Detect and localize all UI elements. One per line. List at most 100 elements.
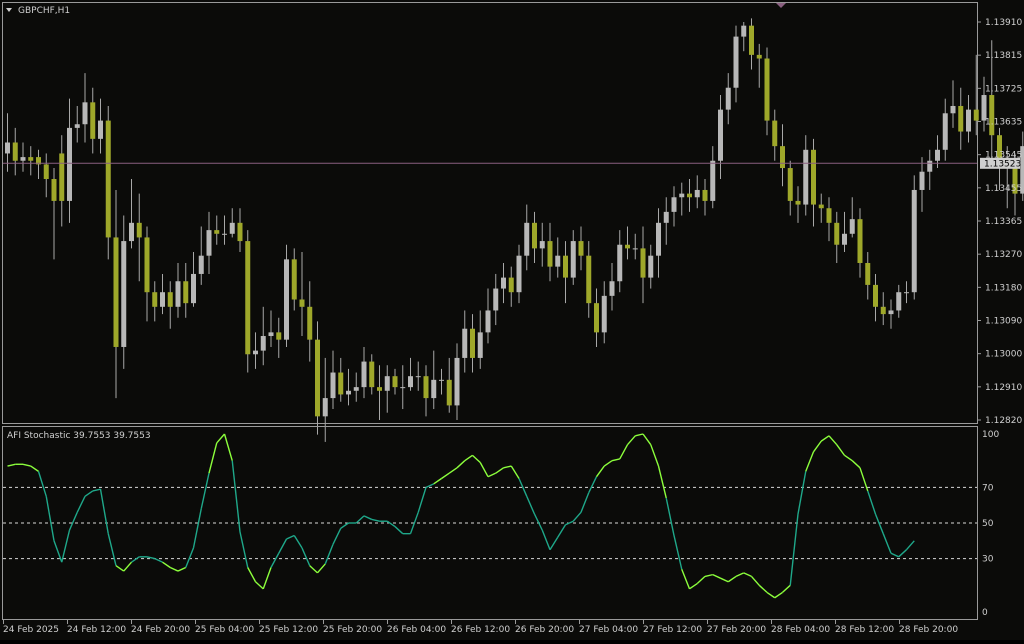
price-tick-label: 1.13725: [985, 84, 1022, 94]
candle-body: [493, 289, 498, 311]
candle-body: [796, 201, 801, 205]
candle-body: [842, 234, 847, 245]
candle-body: [168, 292, 173, 307]
candle-body: [610, 281, 615, 296]
candle-body: [346, 391, 351, 395]
indicator-title-label: AFI Stochastic 39.7553 39.7553: [7, 431, 151, 441]
candle-body: [44, 164, 49, 179]
price-tick-label: 1.12820: [985, 416, 1022, 426]
time-tick-label: 27 Feb 20:00: [707, 625, 766, 635]
candle-body: [478, 332, 483, 358]
candle-body: [238, 223, 243, 241]
candle-body: [145, 237, 150, 292]
time-tick-label: 26 Feb 12:00: [451, 625, 510, 635]
candle-body: [850, 219, 855, 234]
candle-body: [718, 110, 723, 161]
candle-body: [532, 223, 537, 249]
candle-body: [881, 307, 886, 314]
candle: [245, 230, 250, 372]
candle-body: [214, 230, 219, 234]
time-tick-label: 27 Feb 04:00: [579, 625, 638, 635]
candle-body: [447, 380, 452, 406]
symbol-timeframe-label: GBPCHF,H1: [18, 6, 70, 16]
candle-body: [989, 95, 994, 135]
candle-body: [5, 142, 10, 153]
indicator-tick-label: 70: [982, 483, 994, 493]
candle-body: [648, 256, 653, 278]
candle-body: [323, 398, 328, 416]
candle-body: [98, 121, 103, 139]
candle-body: [137, 223, 142, 238]
price-tick-label: 1.13270: [985, 250, 1022, 260]
time-tick-label: 24 Feb 12:00: [67, 625, 126, 635]
candle-body: [245, 241, 250, 354]
price-tick-label: 1.12910: [985, 383, 1022, 393]
candle-body: [129, 223, 134, 241]
candle-body: [408, 376, 413, 387]
candle-body: [59, 153, 64, 200]
time-tick-label: 27 Feb 12:00: [643, 625, 702, 635]
time-tick-label: 25 Feb 20:00: [323, 625, 382, 635]
candle-body: [834, 223, 839, 245]
candle-body: [284, 259, 289, 339]
candle-body: [331, 373, 336, 399]
candle-body: [819, 205, 824, 209]
candle-body: [602, 296, 607, 333]
time-tick-label: 25 Feb 12:00: [259, 625, 318, 635]
candle-body: [672, 197, 677, 212]
candle-body: [439, 380, 444, 381]
candle-body: [455, 358, 460, 405]
candle-body: [633, 248, 638, 249]
candle-body: [664, 212, 669, 223]
candle-body: [641, 248, 646, 277]
candle-body: [253, 351, 258, 355]
candle-body: [199, 256, 204, 274]
candle-body: [858, 219, 863, 263]
time-tick-label: 26 Feb 04:00: [387, 625, 446, 635]
time-tick-label: 28 Feb 20:00: [899, 625, 958, 635]
time-tick-label: 25 Feb 04:00: [195, 625, 254, 635]
price-tick-label: 1.13000: [985, 350, 1022, 360]
candle-body: [160, 292, 165, 307]
candle-body: [586, 256, 591, 303]
price-tick-label: 1.13815: [985, 51, 1022, 61]
candle-body: [176, 281, 181, 307]
candle-body: [501, 278, 506, 289]
indicator-tick-label: 50: [982, 519, 994, 529]
candle-body: [780, 146, 785, 168]
candle-body: [462, 329, 467, 358]
time-tick-label: 24 Feb 2025: [3, 625, 59, 635]
candle-body: [811, 150, 816, 205]
indicator-tick-label: 0: [982, 608, 988, 618]
candle-body: [920, 172, 925, 190]
candle-body: [548, 241, 553, 267]
candle-body: [106, 121, 111, 238]
candle-body: [276, 332, 281, 339]
candle: [912, 175, 917, 299]
candle-body: [734, 37, 739, 88]
candle-body: [21, 157, 26, 161]
candle-body: [827, 208, 832, 223]
candle-body: [974, 110, 979, 121]
candle-body: [555, 256, 560, 267]
indicator-tick-label: 30: [982, 555, 994, 565]
indicator-tick-label: 100: [982, 430, 999, 440]
candle-body: [896, 292, 901, 310]
candle-body: [369, 362, 374, 388]
candle: [284, 245, 289, 347]
candle-body: [431, 380, 436, 398]
candle-body: [571, 241, 576, 278]
candle-body: [90, 102, 95, 139]
candle-body: [788, 168, 793, 201]
time-tick-label: 26 Feb 20:00: [515, 625, 574, 635]
candle-body: [687, 194, 692, 198]
candle-body: [517, 256, 522, 293]
candle-body: [943, 113, 948, 150]
candle-body: [269, 332, 274, 336]
candle-body: [416, 376, 421, 377]
candle-body: [703, 190, 708, 201]
candle-body: [865, 263, 870, 285]
time-tick-label: 28 Feb 04:00: [771, 625, 830, 635]
